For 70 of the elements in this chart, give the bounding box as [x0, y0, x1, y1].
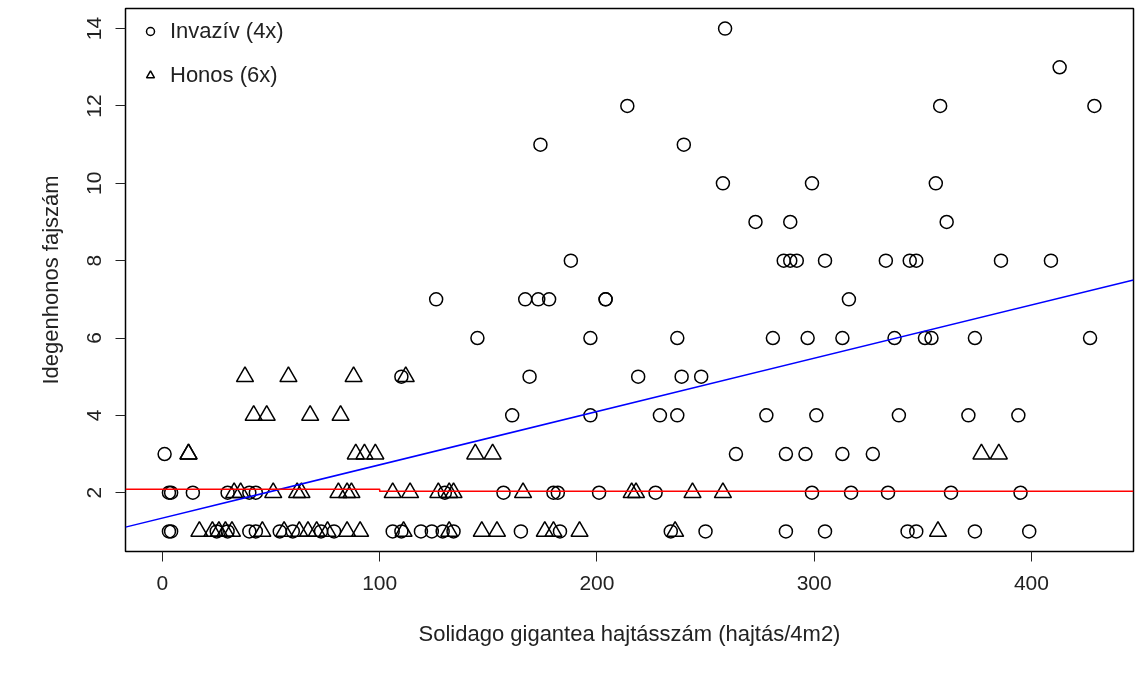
- point: [263, 482, 283, 499]
- point: [292, 482, 311, 499]
- legend-label: Honos (6x): [170, 62, 278, 88]
- point: [483, 443, 502, 460]
- x-tick-label: 200: [579, 570, 615, 594]
- point: [665, 520, 685, 538]
- point: [244, 404, 263, 422]
- point: [287, 482, 307, 499]
- point: [290, 520, 309, 538]
- point: [989, 443, 1009, 460]
- y-tick-label: 10: [82, 171, 106, 195]
- point: [535, 520, 555, 538]
- point: [279, 366, 298, 383]
- y-tick-label: 12: [82, 94, 106, 118]
- point: [235, 366, 255, 383]
- point: [439, 482, 459, 499]
- y-tick-label: 14: [82, 16, 106, 41]
- y-tick-label: 8: [82, 254, 106, 267]
- point: [224, 482, 244, 499]
- point: [337, 520, 357, 538]
- point: [626, 482, 646, 499]
- point: [394, 520, 413, 538]
- point: [472, 520, 492, 538]
- point: [396, 366, 415, 383]
- x-tick-label: 0: [156, 570, 169, 594]
- point: [355, 443, 374, 460]
- point: [487, 520, 507, 538]
- point: [713, 482, 733, 499]
- point: [331, 404, 350, 422]
- legend-label: Invazív (4x): [170, 18, 284, 44]
- point: [366, 443, 385, 460]
- point: [439, 520, 459, 538]
- point: [350, 520, 370, 538]
- point: [300, 404, 320, 422]
- point: [298, 520, 318, 538]
- point: [209, 520, 229, 538]
- point: [329, 482, 348, 499]
- point: [342, 482, 361, 499]
- point: [257, 404, 276, 422]
- point: [683, 482, 702, 499]
- point: [513, 482, 533, 499]
- x-tick-label: 400: [1013, 570, 1049, 594]
- y-tick-label: 2: [82, 486, 106, 499]
- point: [203, 520, 222, 538]
- point: [344, 366, 363, 383]
- point: [222, 520, 242, 538]
- point: [400, 482, 420, 499]
- point: [466, 443, 485, 460]
- point: [928, 520, 948, 538]
- point: [346, 443, 366, 460]
- point: [544, 520, 563, 538]
- x-tick-label: 300: [796, 570, 832, 594]
- point: [274, 520, 294, 538]
- point: [429, 482, 448, 499]
- point: [318, 520, 337, 538]
- point: [231, 482, 250, 499]
- x-tick-label: 100: [362, 570, 398, 594]
- point: [383, 482, 402, 499]
- point: [253, 520, 272, 538]
- point: [307, 520, 326, 538]
- y-tick-label: 4: [82, 409, 106, 422]
- y-tick-label: 6: [82, 332, 106, 344]
- point: [337, 482, 357, 499]
- x-axis-title: Solidago gigantea hajtásszám (hajtás/4m2): [418, 620, 841, 646]
- point: [190, 520, 209, 538]
- point: [972, 443, 991, 460]
- point: [570, 520, 589, 538]
- point: [622, 482, 641, 499]
- y-axis-title: Idegenhonos fajszám: [37, 175, 63, 385]
- point: [444, 482, 463, 499]
